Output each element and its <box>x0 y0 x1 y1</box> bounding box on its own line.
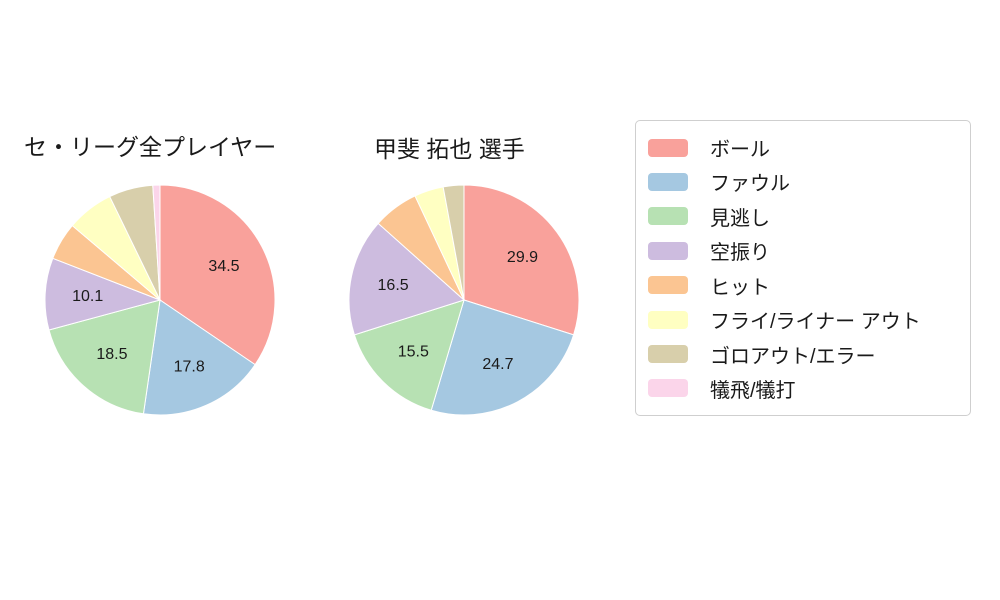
pie-slice-3 <box>44 257 162 331</box>
pie-slice-3 <box>348 222 465 336</box>
legend-item: ゴロアウト/エラー <box>648 340 958 369</box>
chart-title-left: セ・リーグ全プレイヤー <box>24 134 277 160</box>
legend-swatch <box>648 172 688 191</box>
legend-item: ヒット <box>648 271 958 300</box>
slice-value-label: 18.5 <box>96 346 127 363</box>
legend-swatch <box>648 379 688 398</box>
legend-item: ボール <box>648 133 958 162</box>
pie-slice-1 <box>430 299 575 416</box>
pie-chart-left: 34.5 17.8 18.5 10.1 <box>44 184 276 416</box>
pie-chart-right: 29.9 24.7 15.5 16.5 <box>348 184 580 416</box>
legend-item: 犠飛/犠打 <box>648 374 958 403</box>
legend-swatch <box>648 276 688 295</box>
slice-value-label: 17.8 <box>174 358 205 375</box>
slice-value-label: 16.5 <box>378 277 409 294</box>
legend-label: ヒット <box>710 276 770 299</box>
legend-label: 見逃し <box>710 207 770 230</box>
chart-title-right: 甲斐 拓也 選手 <box>374 136 525 162</box>
pie-slice-0 <box>159 184 276 366</box>
pie-slice-2 <box>48 299 161 415</box>
legend: ボール ファウル 見逃し 空振り ヒット フライ/ライナー アウト ゴロアウト/… <box>635 120 971 416</box>
slice-value-label: 24.7 <box>482 356 513 373</box>
legend-label: ファウル <box>710 173 790 196</box>
legend-swatch <box>648 207 688 226</box>
slice-value-label: 15.5 <box>398 344 429 361</box>
legend-swatch <box>648 310 688 329</box>
legend-label: 犠飛/犠打 <box>710 379 796 402</box>
legend-swatch <box>648 138 688 157</box>
slice-value-label: 29.9 <box>507 249 538 266</box>
pie-slice-6 <box>442 184 465 301</box>
pie-slice-0 <box>463 184 580 336</box>
pie-slice-1 <box>142 299 256 416</box>
legend-label: フライ/ライナー アウト <box>710 311 921 334</box>
legend-label: ボール <box>710 139 770 161</box>
slice-value-label: 34.5 <box>208 258 239 275</box>
pie-slice-2 <box>353 299 465 411</box>
legend-swatch <box>648 345 688 364</box>
slice-value-label: 10.1 <box>72 288 103 305</box>
legend-swatch <box>648 241 688 260</box>
legend-label: 空振り <box>710 242 770 265</box>
legend-item: 空振り <box>648 236 958 265</box>
legend-label: ゴロアウト/エラー <box>710 345 876 368</box>
legend-item: 見逃し <box>648 202 958 231</box>
legend-item: ファウル <box>648 167 958 196</box>
pie-slice-7 <box>152 184 161 301</box>
legend-item: フライ/ライナー アウト <box>648 305 958 334</box>
